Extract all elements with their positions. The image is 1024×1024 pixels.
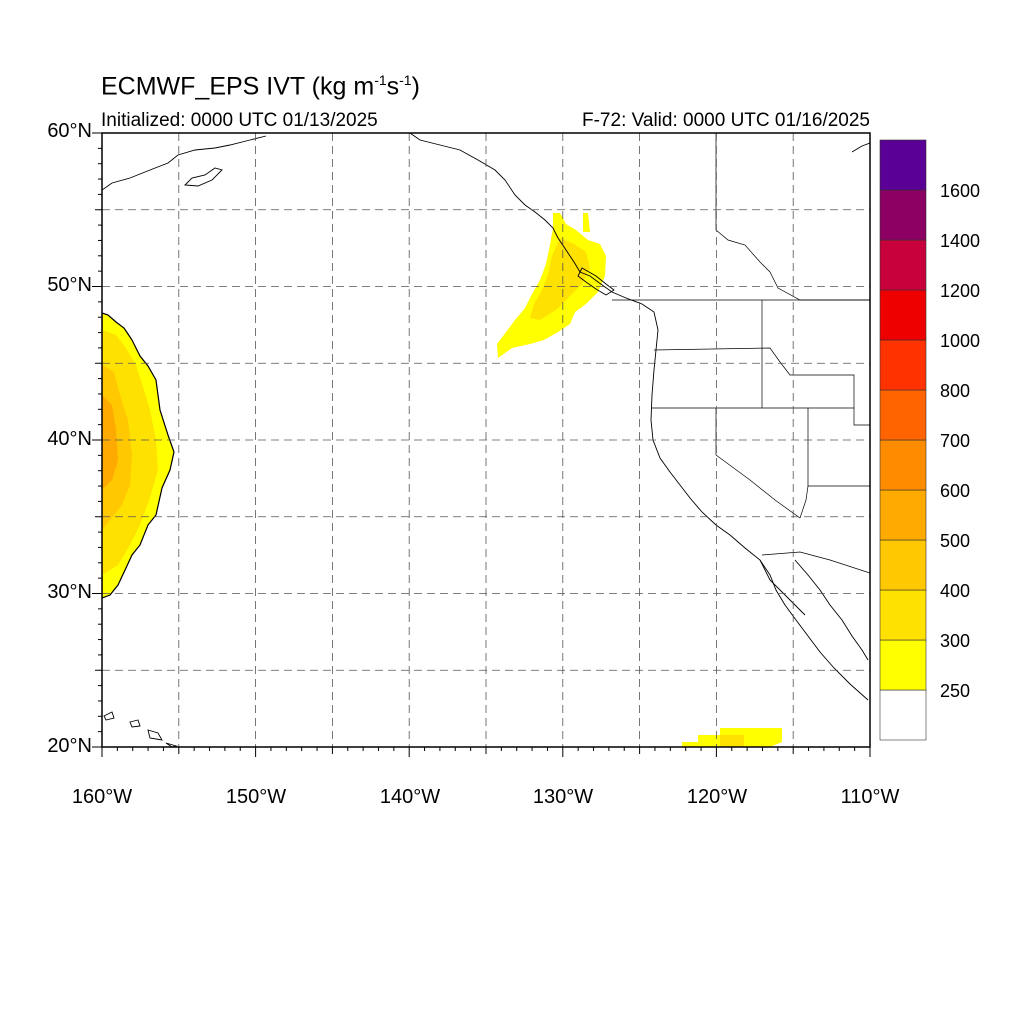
lon-label-120w: 120°W — [686, 786, 748, 808]
ivt-plume-pacific-nw — [497, 213, 606, 358]
colorbar-swatch — [879, 239, 927, 291]
lat-lon-grid — [102, 133, 870, 747]
colorbar-label-700: 700 — [940, 431, 971, 451]
colorbar-label-1600: 1600 — [940, 181, 981, 201]
colorbar-swatch — [879, 539, 927, 591]
colorbar-swatch — [879, 439, 927, 491]
colorbar-swatch — [879, 189, 927, 241]
colorbar-label-600: 600 — [940, 481, 971, 501]
valid-time: F-72: Valid: 0000 UTC 01/16/2025 — [582, 110, 870, 131]
borders — [612, 133, 870, 574]
axis-ticks — [92, 132, 871, 757]
coastlines — [102, 133, 870, 747]
lon-label-160w: 160°W — [71, 786, 133, 808]
colorbar-label-400: 400 — [940, 581, 971, 601]
colorbar-label-800: 800 — [940, 381, 971, 401]
lat-label-40n: 40°N — [47, 428, 92, 450]
colorbar-label-1200: 1200 — [940, 281, 981, 301]
colorbar-swatch — [879, 689, 927, 741]
colorbar-label-500: 500 — [940, 531, 971, 551]
colorbar-swatch — [879, 289, 927, 341]
colorbar-label-250: 250 — [940, 681, 971, 701]
lon-label-130w: 130°W — [532, 786, 594, 808]
lon-label-140w: 140°W — [379, 786, 441, 808]
lat-label-20n: 20°N — [47, 735, 92, 757]
lat-label-50n: 50°N — [47, 274, 92, 296]
colorbar-swatch — [879, 139, 927, 191]
map-title: ECMWF_EPS IVT (kg m-1s-1) — [101, 72, 420, 101]
colorbar-swatch — [879, 389, 927, 441]
colorbar-swatch — [879, 639, 927, 691]
ivt-plume-subtropical — [102, 312, 175, 599]
colorbar-label-1000: 1000 — [940, 331, 981, 351]
colorbar-label-1400: 1400 — [940, 231, 981, 251]
ivt-patch-south — [682, 728, 782, 747]
lon-label-150w: 150°W — [225, 786, 287, 808]
initialized-time: Initialized: 0000 UTC 01/13/2025 — [101, 110, 378, 131]
colorbar — [879, 139, 927, 741]
colorbar-label-300: 300 — [940, 631, 971, 651]
lon-label-110w: 110°W — [840, 786, 900, 808]
lat-label-30n: 30°N — [47, 581, 92, 603]
colorbar-swatch — [879, 489, 927, 541]
lat-label-60n: 60°N — [47, 120, 92, 142]
colorbar-swatch — [879, 339, 927, 391]
colorbar-swatch — [879, 589, 927, 641]
